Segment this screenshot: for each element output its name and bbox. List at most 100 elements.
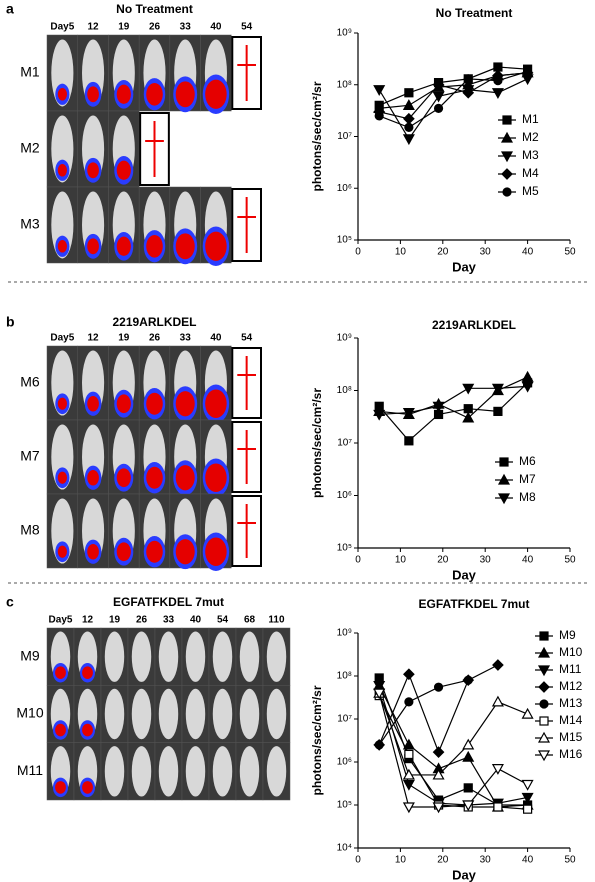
legend-marker <box>537 750 551 762</box>
marker <box>491 383 504 395</box>
signal-inner <box>205 537 227 566</box>
marker <box>491 88 504 100</box>
signal-inner <box>57 397 67 410</box>
mouse-body <box>266 746 287 797</box>
marker <box>403 668 415 681</box>
legend-label: M11 <box>559 662 582 676</box>
mouse-body <box>104 631 125 682</box>
marker <box>493 76 503 86</box>
y-tick-label: 10⁵ <box>337 800 352 811</box>
mouse-body <box>131 688 152 740</box>
day-label: Day5 <box>49 615 73 626</box>
signal-inner <box>146 392 163 415</box>
mouse-body <box>185 631 206 682</box>
signal-inner <box>55 723 66 737</box>
signal-inner <box>116 160 131 180</box>
signal-inner <box>116 394 131 414</box>
marker <box>402 802 415 814</box>
day-label: 40 <box>190 615 202 626</box>
signal-inner <box>57 471 67 484</box>
marker <box>402 99 415 110</box>
x-tick-label: 20 <box>437 855 449 866</box>
signal-inner <box>175 465 195 491</box>
y-tick-label: 10⁶ <box>337 490 352 501</box>
marker <box>404 697 414 707</box>
y-tick-label: 10⁷ <box>337 438 352 449</box>
panel-title: 2219ARLKDEL <box>112 315 196 329</box>
signal-inner <box>146 540 163 563</box>
y-tick-label: 10⁸ <box>337 385 352 396</box>
signal-inner <box>175 81 195 108</box>
signal-inner <box>82 666 93 680</box>
legend-marker <box>539 699 549 709</box>
mouse-body <box>266 688 287 740</box>
mouse-body <box>212 746 233 797</box>
signal-inner <box>116 542 131 562</box>
marker <box>432 401 445 413</box>
legend-label: M13 <box>559 696 583 710</box>
legend-label: M14 <box>559 713 583 727</box>
legend-marker <box>500 151 514 163</box>
mouse-body <box>185 688 206 740</box>
marker <box>492 659 504 671</box>
legend-marker <box>537 646 551 658</box>
y-tick-label: 10⁶ <box>337 757 352 768</box>
legend-label: M2 <box>522 130 539 144</box>
marker <box>462 800 475 812</box>
signal-inner <box>175 539 195 565</box>
marker <box>432 78 445 91</box>
chart-title: 2219ARLKDEL <box>432 318 516 332</box>
legend-label: M16 <box>559 747 583 761</box>
legend-marker <box>538 681 550 693</box>
signal-inner <box>175 233 195 260</box>
mouse-label: M3 <box>20 216 40 232</box>
mouse-body <box>266 631 287 682</box>
marker <box>373 85 386 97</box>
marker <box>463 74 473 84</box>
panel-title: No Treatment <box>116 2 193 16</box>
signal-inner <box>87 543 99 560</box>
legend-label: M1 <box>522 112 539 126</box>
mouse-body <box>104 688 125 740</box>
day-label: 12 <box>82 615 94 626</box>
x-tick-label: 40 <box>522 855 534 866</box>
marker <box>402 779 415 791</box>
mouse-label: M7 <box>20 448 40 464</box>
legend-label: M6 <box>519 454 536 468</box>
day-label: 19 <box>118 333 130 344</box>
mouse-body <box>185 746 206 797</box>
y-tick-label: 10⁵ <box>337 543 352 554</box>
mouse-label: M11 <box>17 762 43 778</box>
mouse-body <box>131 746 152 797</box>
signal-inner <box>146 466 163 489</box>
series-line <box>378 685 528 806</box>
marker <box>491 764 504 775</box>
mouse-body <box>212 631 233 682</box>
marker <box>433 682 444 692</box>
signal-inner <box>57 164 67 177</box>
y-tick-label: 10⁴ <box>337 843 352 854</box>
x-tick-label: 50 <box>564 555 576 566</box>
marker <box>521 381 534 393</box>
day-label: 54 <box>217 615 229 626</box>
marker <box>522 66 533 77</box>
x-tick-label: 10 <box>395 855 407 866</box>
marker <box>402 738 415 750</box>
mouse-body <box>239 688 260 740</box>
signal-inner <box>146 234 163 258</box>
signal-inner <box>175 391 195 417</box>
x-tick-label: 10 <box>395 555 407 566</box>
day-label: 33 <box>163 615 175 626</box>
marker <box>373 680 386 692</box>
series-line <box>378 692 528 808</box>
signal-inner <box>205 231 227 261</box>
legend-label: M10 <box>559 645 583 659</box>
series-line <box>378 677 528 806</box>
legend-marker <box>502 115 512 125</box>
mouse-body <box>104 746 125 797</box>
legend-marker <box>497 493 511 505</box>
x-tick-label: 50 <box>564 247 576 258</box>
marker <box>462 750 475 762</box>
marker <box>402 768 415 780</box>
mouse-label: M10 <box>16 705 43 721</box>
